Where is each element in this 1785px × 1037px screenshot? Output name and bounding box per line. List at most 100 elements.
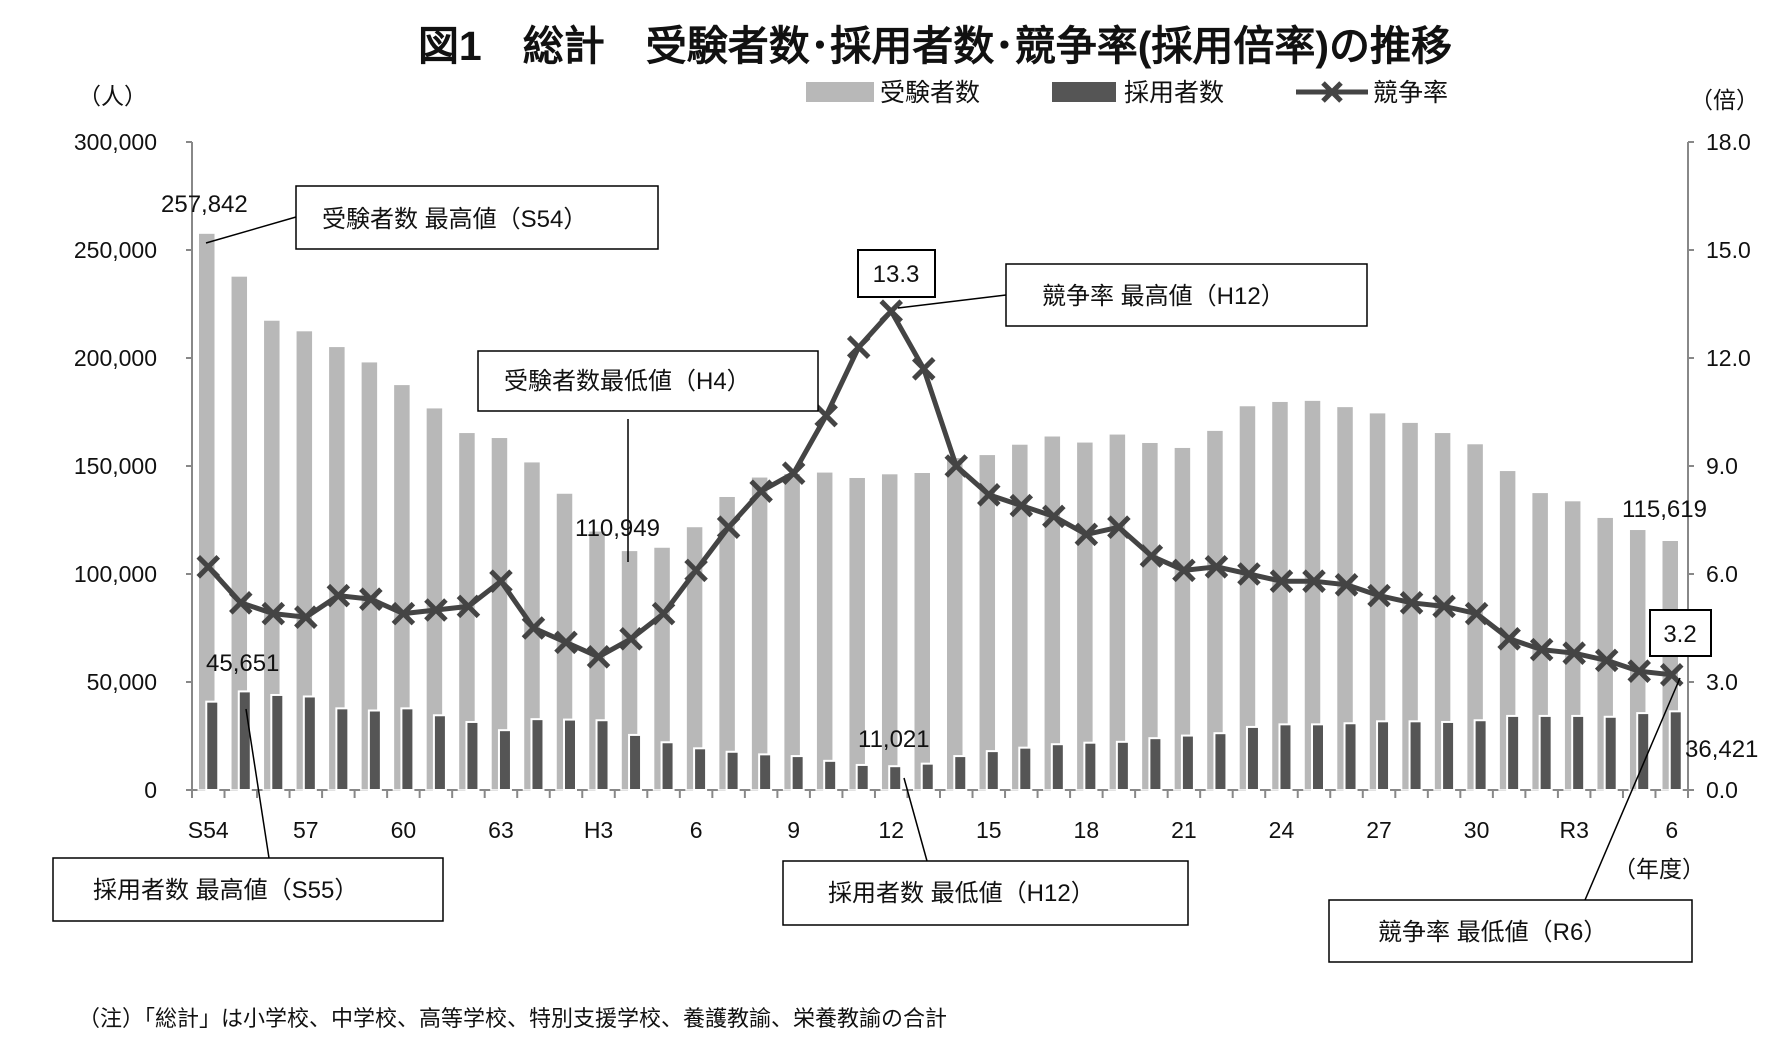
annotation-box <box>295 185 659 250</box>
ratio-marker <box>1074 522 1099 547</box>
ratio-marker <box>391 601 416 626</box>
x-tick-label: 6 <box>1665 817 1678 843</box>
data-label-box <box>857 249 936 298</box>
ratio-marker <box>749 479 773 503</box>
right-tick-label: 15.0 <box>1706 237 1751 263</box>
ratio-marker <box>489 569 513 593</box>
x-axis-unit: （年度） <box>1613 856 1705 882</box>
ratio-marker <box>1237 562 1261 586</box>
hires-bar <box>595 719 610 791</box>
ratio-marker <box>196 555 221 579</box>
hires-bar <box>628 733 643 791</box>
x-tick-label: 21 <box>1171 817 1197 843</box>
x-tick-label: 18 <box>1074 817 1100 843</box>
hires-bar <box>497 729 512 792</box>
ratio-marker <box>1594 648 1619 673</box>
annotation-box <box>1005 263 1368 327</box>
ratio-marker <box>1399 591 1424 615</box>
ratio-marker <box>1464 601 1489 626</box>
ratio-marker <box>651 601 676 626</box>
x-tick-label: 27 <box>1366 817 1392 843</box>
ratio-marker <box>294 605 318 629</box>
hires-bar <box>660 741 675 791</box>
legend-swatch-applicants <box>806 82 874 102</box>
x-tick-label: 12 <box>878 817 904 843</box>
hires-bar <box>1018 746 1033 791</box>
applicants-bar <box>815 471 834 791</box>
hires-bar <box>1538 714 1553 791</box>
hires-bar <box>1050 743 1065 792</box>
applicants-bar <box>750 476 769 791</box>
hires-bar <box>302 695 317 791</box>
x-tick-label: 57 <box>293 817 319 843</box>
hires-bar <box>790 755 805 792</box>
hires-bar <box>1441 720 1456 792</box>
hires-bar <box>1180 734 1195 791</box>
ratio-marker <box>1139 544 1164 568</box>
x-tick-label: R3 <box>1559 817 1588 843</box>
ratio-marker <box>1009 493 1034 518</box>
hires-bar <box>270 693 285 792</box>
legend-marker-ratio-icon <box>1321 81 1343 103</box>
right-tick-label: 18.0 <box>1706 129 1751 155</box>
data-label-hires-last: 36,421 <box>1685 736 1758 763</box>
bars <box>197 232 1683 792</box>
ratio-marker <box>521 616 546 640</box>
data-label-applicants-last: 115,619 <box>1622 496 1707 523</box>
ratio-marker <box>1367 583 1391 608</box>
left-axis-ticks: 0 50,000 100,000 150,000 200,000 250,000… <box>74 129 157 803</box>
applicants-bar <box>1075 441 1095 791</box>
ratio-marker <box>554 630 578 655</box>
hires-bar <box>1636 712 1651 791</box>
hires-bar <box>563 718 577 791</box>
hires-bar <box>985 750 1000 791</box>
right-tick-label: 6.0 <box>1706 561 1738 587</box>
annotation-hires-min: 採用者数 最低値（H12） <box>828 880 1095 907</box>
ratio-marker <box>781 461 806 485</box>
right-tick-label: 9.0 <box>1706 453 1738 479</box>
hires-bar <box>1343 722 1358 791</box>
x-tick-label: 9 <box>787 817 800 843</box>
applicants-bar <box>782 472 802 791</box>
annotation-box <box>477 350 819 412</box>
x-tick-label: 24 <box>1269 817 1295 843</box>
hires-bar <box>1278 723 1293 791</box>
left-tick-label: 300,000 <box>74 129 157 155</box>
ratio-marker <box>1432 594 1456 619</box>
data-label-hires-min: 11,021 <box>858 726 930 753</box>
ratio-marker <box>261 601 286 626</box>
ratio-marker <box>846 335 871 359</box>
legend-swatch-hires <box>1052 82 1116 102</box>
annotation-box <box>782 860 1189 926</box>
ratio-marker <box>977 483 1001 507</box>
hires-bar <box>1473 719 1488 791</box>
hires-bar <box>1083 741 1098 791</box>
x-tick-label: 60 <box>391 817 417 843</box>
ratio-series-line <box>206 308 1673 678</box>
hires-bar <box>1571 714 1586 791</box>
hires-bar <box>400 707 415 791</box>
ratio-marker <box>684 558 708 583</box>
leader-line <box>205 216 297 244</box>
annotation-applicants-min: 受験者数最低値（H4） <box>504 368 751 395</box>
ratio-marker <box>1042 504 1066 529</box>
ratio-marker <box>229 591 253 615</box>
hires-bar <box>1115 740 1130 791</box>
hires-bar <box>920 762 935 792</box>
ratio-marker <box>359 587 383 611</box>
left-tick-label: 50,000 <box>87 669 157 695</box>
hires-bar <box>465 720 480 792</box>
right-tick-label: 0.0 <box>1706 777 1738 803</box>
annotation-box <box>52 857 444 922</box>
ratio-marker <box>1302 569 1326 593</box>
hires-bar <box>953 755 968 792</box>
annotation-ratio-max: 競争率 最高値（H12） <box>1042 283 1285 310</box>
ratio-marker <box>424 598 448 622</box>
leader-line <box>897 294 1007 309</box>
hires-bar <box>855 763 870 791</box>
x-tick-label: 6 <box>690 817 703 843</box>
hires-bar <box>335 707 350 791</box>
hires-bar <box>693 747 708 792</box>
ratio-marker <box>1269 569 1294 593</box>
